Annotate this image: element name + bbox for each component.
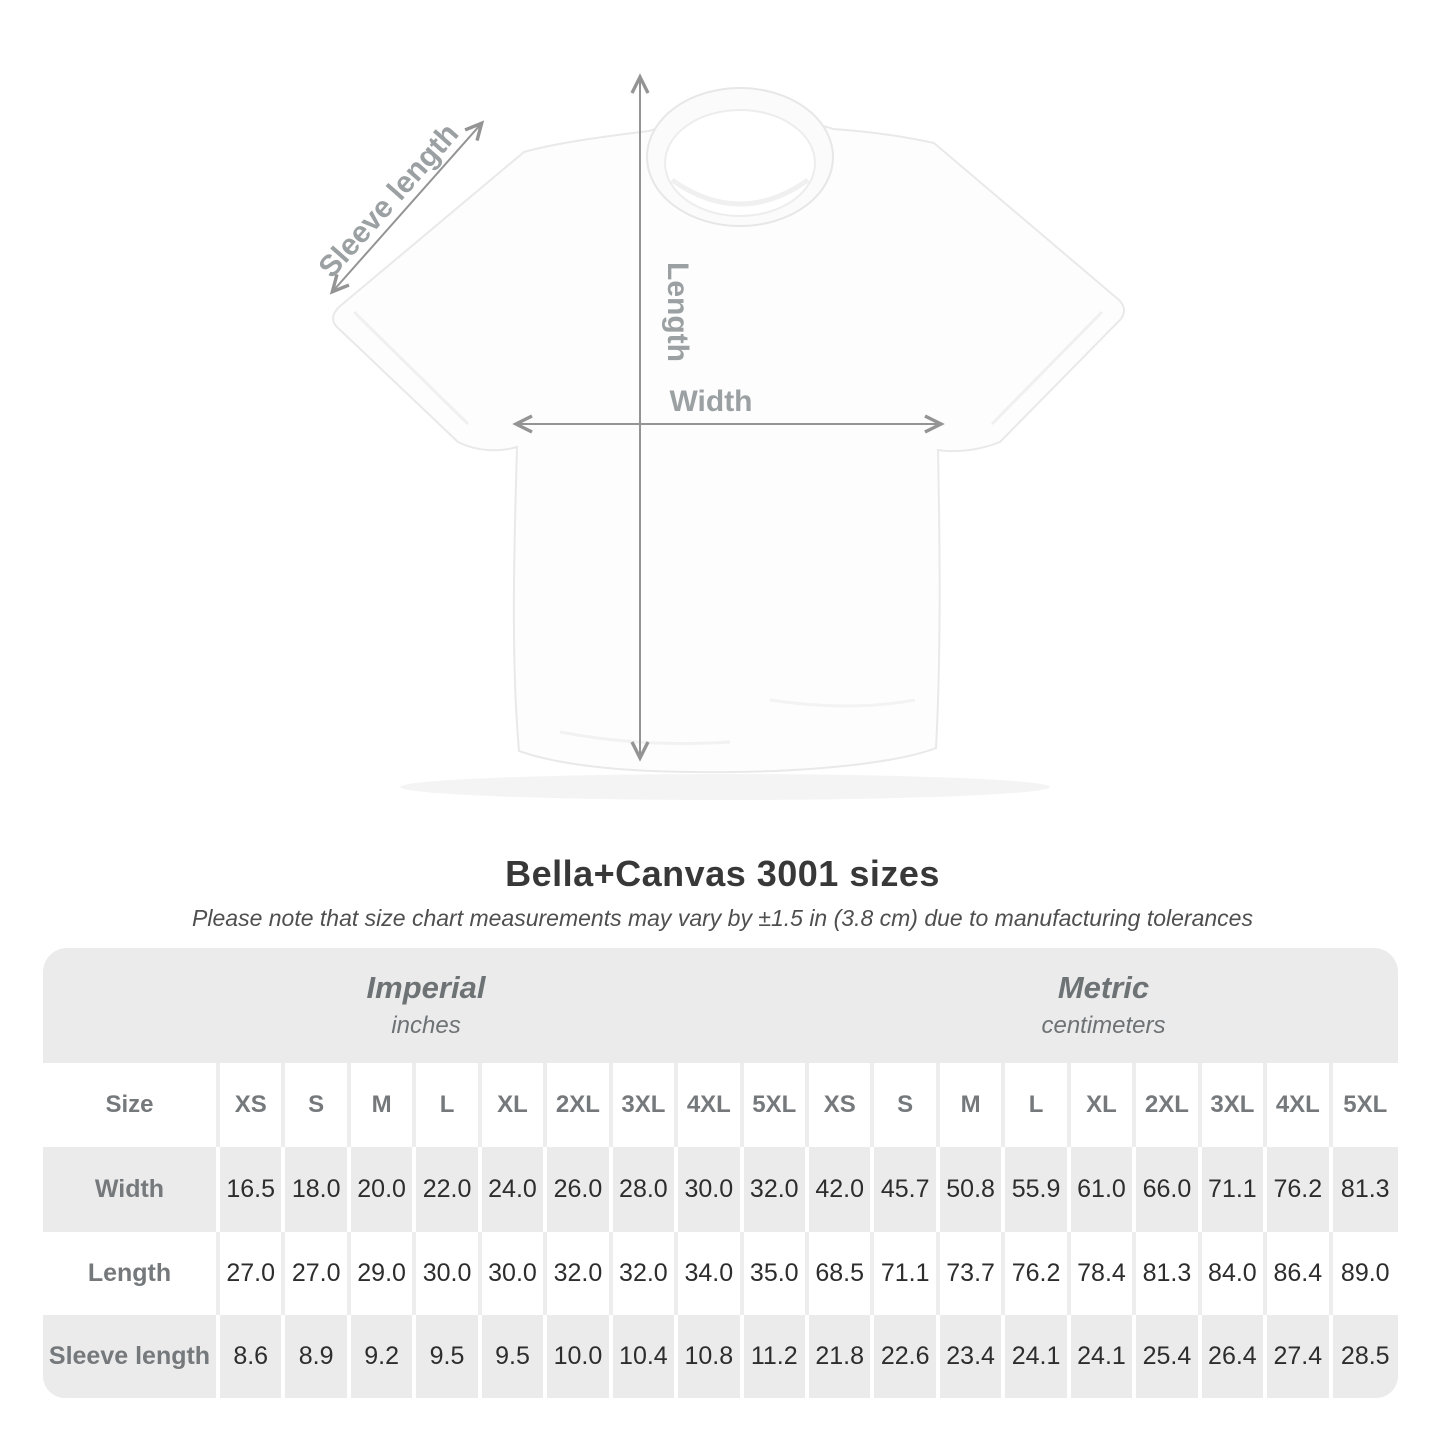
metric-value-cell: 24.1: [1070, 1315, 1137, 1398]
metric-value-cell: 71.1: [874, 1232, 940, 1315]
imperial-size-header: M: [350, 1063, 417, 1147]
metric-size-header: XL: [1070, 1063, 1137, 1147]
metric-value-cell: 28.5: [1332, 1315, 1398, 1398]
metric-size-header: XS: [808, 1063, 875, 1147]
imperial-value-cell: 27.0: [285, 1232, 351, 1315]
metric-value-cell: 81.3: [1136, 1232, 1202, 1315]
metric-size-header: 3XL: [1201, 1063, 1268, 1147]
imperial-value-cell: 30.0: [416, 1232, 482, 1315]
size-column-header: Size: [43, 1063, 220, 1147]
metric-value-cell: 81.3: [1332, 1147, 1398, 1232]
metric-value-cell: 26.4: [1201, 1315, 1268, 1398]
imperial-size-header: 4XL: [678, 1063, 744, 1147]
metric-value-cell: 25.4: [1136, 1315, 1202, 1398]
metric-value-cell: 21.8: [808, 1315, 875, 1398]
metric-size-header: 5XL: [1332, 1063, 1398, 1147]
imperial-value-cell: 29.0: [350, 1232, 417, 1315]
imperial-value-cell: 16.5: [220, 1147, 286, 1232]
units-header-band: Imperial inches Metric centimeters: [43, 948, 1398, 1063]
width-label: Width: [669, 385, 752, 418]
imperial-value-cell: 34.0: [678, 1232, 744, 1315]
metric-value-cell: 73.7: [939, 1232, 1006, 1315]
imperial-value-cell: 26.0: [547, 1147, 613, 1232]
imperial-value-cell: 35.0: [743, 1232, 809, 1315]
sleeve-length-arrow: [329, 120, 485, 295]
metric-value-cell: 55.9: [1005, 1147, 1071, 1232]
metric-size-header: M: [939, 1063, 1006, 1147]
imperial-value-cell: 10.4: [612, 1315, 679, 1398]
imperial-value-cell: 32.0: [743, 1147, 809, 1232]
metric-size-header: S: [874, 1063, 940, 1147]
tshirt-measurement-figure: Sleeve length Length Width: [312, 73, 1125, 800]
imperial-value-cell: 22.0: [416, 1147, 482, 1232]
imperial-size-header: XS: [220, 1063, 286, 1147]
metric-value-cell: 22.6: [874, 1315, 940, 1398]
measurement-arrows: [329, 73, 945, 762]
hem-shadow: [400, 774, 1050, 800]
metric-size-header: L: [1005, 1063, 1071, 1147]
metric-value-cell: 42.0: [808, 1147, 875, 1232]
tshirt-shape: [332, 87, 1125, 774]
imperial-value-cell: 10.8: [678, 1315, 744, 1398]
metric-size-header: 4XL: [1267, 1063, 1333, 1147]
row-label: Length: [43, 1232, 220, 1315]
metric-value-cell: 50.8: [939, 1147, 1006, 1232]
metric-section-header: Metric centimeters: [809, 948, 1398, 1063]
imperial-section-header: Imperial inches: [43, 948, 809, 1063]
imperial-size-header: 3XL: [612, 1063, 679, 1147]
metric-value-cell: 71.1: [1201, 1147, 1268, 1232]
imperial-value-cell: 27.0: [220, 1232, 286, 1315]
imperial-value-cell: 9.5: [481, 1315, 548, 1398]
metric-value-cell: 78.4: [1070, 1232, 1137, 1315]
imperial-value-cell: 9.5: [416, 1315, 482, 1398]
row-label: Sleeve length: [43, 1315, 220, 1398]
imperial-size-header: XL: [481, 1063, 548, 1147]
imperial-size-header: S: [285, 1063, 351, 1147]
metric-value-cell: 45.7: [874, 1147, 940, 1232]
metric-value-cell: 68.5: [808, 1232, 875, 1315]
size-table: Imperial inches Metric centimeters Size X…: [43, 948, 1398, 1398]
imperial-value-cell: 11.2: [743, 1315, 809, 1398]
imperial-unit: inches: [391, 1011, 461, 1039]
tshirt-diagram: Sleeve length Length Width: [312, 73, 1125, 800]
page-title: Bella+Canvas 3001 sizes: [505, 853, 940, 894]
metric-value-cell: 61.0: [1070, 1147, 1137, 1232]
imperial-value-cell: 24.0: [481, 1147, 548, 1232]
metric-size-header: 2XL: [1136, 1063, 1202, 1147]
metric-value-cell: 23.4: [939, 1315, 1006, 1398]
imperial-title: Imperial: [366, 969, 486, 1005]
imperial-value-cell: 8.6: [220, 1315, 286, 1398]
metric-value-cell: 24.1: [1005, 1315, 1071, 1398]
row-label: Width: [43, 1147, 220, 1232]
metric-value-cell: 84.0: [1201, 1232, 1268, 1315]
metric-unit: centimeters: [1041, 1011, 1166, 1039]
imperial-value-cell: 9.2: [350, 1315, 417, 1398]
imperial-value-cell: 32.0: [612, 1232, 679, 1315]
metric-value-cell: 76.2: [1005, 1232, 1071, 1315]
page-subtitle: Please note that size chart measurements…: [192, 905, 1253, 931]
imperial-value-cell: 30.0: [678, 1147, 744, 1232]
size-table-grid: Size XS S M L XL 2XL 3XL 4XL 5XL XS S M L XL 2XL 3XL 4XL 5…: [43, 1063, 1398, 1398]
imperial-value-cell: 8.9: [285, 1315, 351, 1398]
metric-title: Metric: [1057, 969, 1150, 1005]
metric-value-cell: 89.0: [1332, 1232, 1398, 1315]
length-label: Length: [661, 262, 694, 362]
metric-value-cell: 76.2: [1267, 1147, 1333, 1232]
imperial-value-cell: 10.0: [547, 1315, 613, 1398]
imperial-size-header: 5XL: [743, 1063, 809, 1147]
imperial-value-cell: 32.0: [547, 1232, 613, 1315]
imperial-value-cell: 30.0: [481, 1232, 548, 1315]
imperial-size-header: L: [416, 1063, 482, 1147]
metric-value-cell: 86.4: [1267, 1232, 1333, 1315]
imperial-value-cell: 18.0: [285, 1147, 351, 1232]
metric-value-cell: 66.0: [1136, 1147, 1202, 1232]
imperial-value-cell: 28.0: [612, 1147, 679, 1232]
imperial-size-header: 2XL: [547, 1063, 613, 1147]
metric-value-cell: 27.4: [1267, 1315, 1333, 1398]
imperial-value-cell: 20.0: [350, 1147, 417, 1232]
